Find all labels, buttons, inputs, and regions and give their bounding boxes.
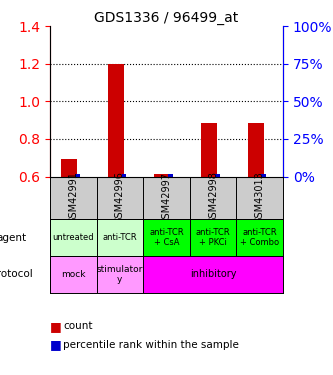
Bar <box>108 64 124 177</box>
Text: anti-TCR: anti-TCR <box>103 233 137 242</box>
Y-axis label: protocol: protocol <box>0 269 32 279</box>
FancyBboxPatch shape <box>236 219 283 256</box>
Text: GSM42998: GSM42998 <box>208 172 218 225</box>
Text: untreated: untreated <box>52 233 94 242</box>
Bar <box>75 174 80 177</box>
Text: GSM42997: GSM42997 <box>162 171 171 225</box>
Bar <box>168 174 173 177</box>
Text: anti-TCR
+ PKCi: anti-TCR + PKCi <box>196 228 230 248</box>
Bar <box>261 174 266 177</box>
Text: ■: ■ <box>50 339 62 351</box>
Y-axis label: agent: agent <box>0 233 26 243</box>
Bar <box>61 159 77 177</box>
Text: anti-TCR
+ CsA: anti-TCR + CsA <box>149 228 184 248</box>
Text: mock: mock <box>61 270 86 279</box>
FancyBboxPatch shape <box>97 219 143 256</box>
Text: anti-TCR
+ Combo: anti-TCR + Combo <box>240 228 279 248</box>
FancyBboxPatch shape <box>190 219 236 256</box>
Text: GSM43013: GSM43013 <box>255 172 265 224</box>
FancyBboxPatch shape <box>143 219 190 256</box>
Title: GDS1336 / 96499_at: GDS1336 / 96499_at <box>94 11 239 25</box>
Bar <box>201 123 217 177</box>
Text: inhibitory: inhibitory <box>190 269 236 279</box>
Text: GSM42996: GSM42996 <box>115 172 125 225</box>
FancyBboxPatch shape <box>143 256 283 292</box>
FancyBboxPatch shape <box>97 256 143 292</box>
Text: count: count <box>63 321 93 331</box>
Bar <box>247 123 264 177</box>
Bar <box>154 174 170 177</box>
Text: stimulator
y: stimulator y <box>97 264 143 284</box>
FancyBboxPatch shape <box>50 219 97 256</box>
FancyBboxPatch shape <box>50 256 97 292</box>
Bar <box>215 174 219 177</box>
Text: GSM42991: GSM42991 <box>68 172 78 225</box>
Bar <box>122 174 126 177</box>
Text: percentile rank within the sample: percentile rank within the sample <box>63 340 239 350</box>
Text: ■: ■ <box>50 320 62 333</box>
